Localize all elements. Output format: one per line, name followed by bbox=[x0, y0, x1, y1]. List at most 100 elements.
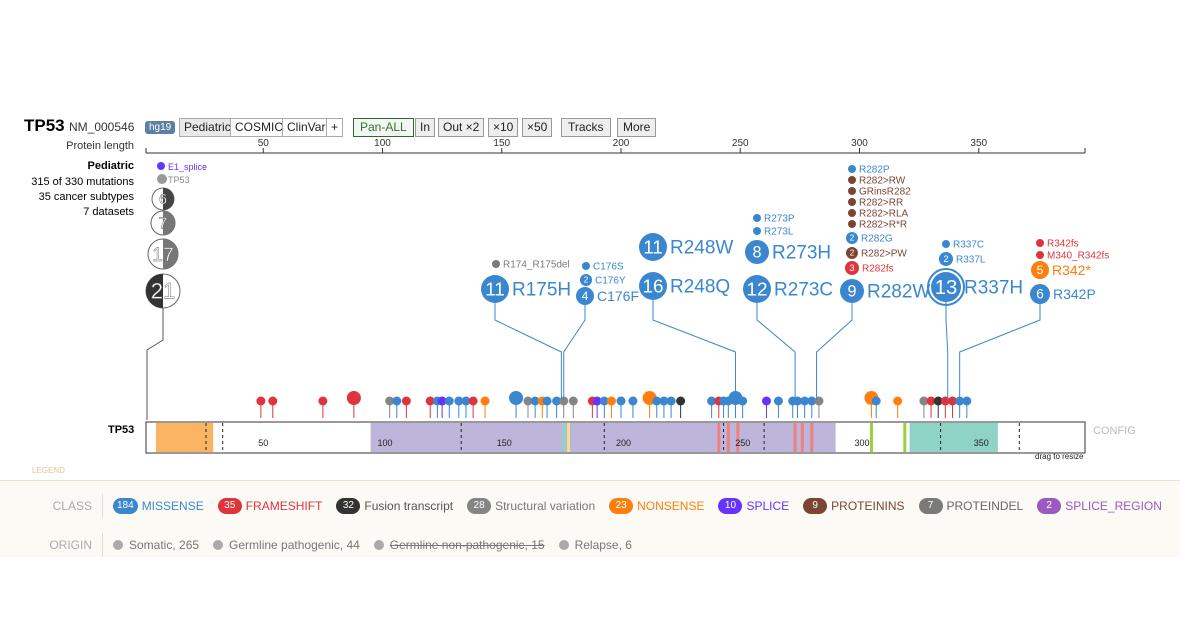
mutation-label[interactable]: R282>R*R bbox=[859, 220, 907, 231]
mutation-label[interactable]: GRinsR282 bbox=[859, 187, 911, 198]
mutation-disc[interactable] bbox=[942, 240, 950, 248]
mutation-label[interactable]: R282P bbox=[859, 165, 890, 176]
mutation-disc[interactable] bbox=[639, 272, 667, 300]
mutation-dot[interactable] bbox=[893, 396, 903, 406]
mutation-label[interactable]: C176F bbox=[597, 288, 639, 304]
mutation-dot[interactable] bbox=[268, 396, 278, 406]
mutation-dot[interactable] bbox=[523, 396, 533, 406]
mutation-label[interactable]: R282G bbox=[861, 234, 893, 245]
mutation-disc[interactable] bbox=[848, 198, 856, 206]
mutation-dot[interactable] bbox=[401, 396, 411, 406]
mutation-dot[interactable] bbox=[461, 396, 471, 406]
mutation-label[interactable]: C176S bbox=[593, 262, 624, 273]
legend-class-proteinins[interactable]: 9 PROTEININS bbox=[803, 498, 905, 514]
mutation-dot[interactable] bbox=[926, 396, 936, 406]
mutation-dot[interactable] bbox=[592, 396, 602, 406]
mutation-dot[interactable] bbox=[773, 396, 783, 406]
legend-class-nonsense[interactable]: 23 NONSENSE bbox=[609, 498, 704, 514]
mutation-dot[interactable] bbox=[509, 391, 524, 405]
mutation-disc[interactable] bbox=[1036, 251, 1044, 259]
legend-origin[interactable]: Germline pathogenic, 44 bbox=[213, 538, 360, 552]
mutation-disc[interactable] bbox=[931, 272, 961, 302]
mutation-label[interactable]: R282fs bbox=[862, 264, 894, 275]
more-button[interactable]: More bbox=[617, 118, 657, 137]
resize-handle[interactable]: drag to resize bbox=[1035, 452, 1084, 461]
legend-class-fusion[interactable]: 32 Fusion transcript bbox=[336, 498, 453, 514]
mutation-dot[interactable] bbox=[542, 396, 552, 406]
legend-class-splice_region[interactable]: 2 SPLICE_REGION bbox=[1037, 498, 1162, 514]
mutation-dot[interactable] bbox=[962, 396, 972, 406]
legend-class-missense[interactable]: 184 MISSENSE bbox=[113, 498, 204, 514]
mutation-dot[interactable] bbox=[807, 396, 817, 406]
mutation-disc[interactable] bbox=[848, 209, 856, 217]
mutation-dot[interactable] bbox=[552, 396, 562, 406]
config-button[interactable]: CONFIG bbox=[1093, 425, 1136, 437]
mutation-dot[interactable] bbox=[437, 396, 447, 406]
mutation-dot[interactable] bbox=[346, 391, 361, 405]
mutation-label[interactable]: R342P bbox=[1053, 286, 1096, 302]
legend-class-proteindel[interactable]: 7 PROTEINDEL bbox=[918, 498, 1023, 514]
panall-button[interactable]: Pan-ALL bbox=[353, 118, 414, 137]
track-title[interactable]: Pediatric bbox=[87, 160, 134, 172]
mutation-disc[interactable] bbox=[639, 233, 667, 261]
mutation-dot[interactable] bbox=[530, 396, 540, 406]
mutation-disc[interactable] bbox=[848, 187, 856, 195]
mutation-disc[interactable] bbox=[576, 287, 594, 305]
mutation-disc[interactable] bbox=[845, 261, 859, 275]
legend-class-frameshift[interactable]: 35 FRAMESHIFT bbox=[217, 498, 322, 514]
mutation-disc[interactable] bbox=[753, 227, 761, 235]
mutation-disc[interactable] bbox=[743, 275, 771, 303]
legend-class-splice[interactable]: 10 SPLICE bbox=[718, 498, 789, 514]
mutation-label[interactable]: R175H bbox=[512, 280, 571, 301]
legend-origin[interactable]: Relapse, 6 bbox=[558, 538, 632, 552]
mutation-label[interactable]: R337C bbox=[953, 240, 984, 251]
mutation-disc[interactable] bbox=[753, 214, 761, 222]
mutation-label[interactable]: R248Q bbox=[670, 277, 730, 298]
mutation-label[interactable]: R282>PW bbox=[861, 249, 907, 260]
mutation-disc[interactable] bbox=[745, 240, 769, 264]
mutation-dot[interactable] bbox=[666, 396, 676, 406]
mutation-label[interactable]: R342fs bbox=[1047, 239, 1079, 250]
mutation-disc[interactable] bbox=[481, 275, 509, 303]
zoom-out-button[interactable]: Out ×2 bbox=[438, 118, 485, 137]
mutation-dot[interactable] bbox=[599, 396, 609, 406]
mutation-disc[interactable] bbox=[1030, 284, 1050, 304]
mutation-dot[interactable] bbox=[444, 396, 454, 406]
mutation-label[interactable]: R273C bbox=[774, 280, 833, 301]
mutation-dot[interactable] bbox=[800, 396, 810, 406]
mutation-label[interactable]: M340_R342fs bbox=[1047, 251, 1109, 262]
mutation-label[interactable]: R273L bbox=[764, 227, 794, 238]
mutation-dot[interactable] bbox=[919, 396, 929, 406]
legend-class-sv[interactable]: 28 Structural variation bbox=[467, 498, 595, 514]
mutation-label[interactable]: TP53 bbox=[168, 175, 190, 185]
legend-origin[interactable]: Germline non-pathogenic, 15 bbox=[373, 538, 545, 552]
isoform[interactable]: NM_000546 bbox=[69, 120, 135, 134]
mutation-disc[interactable] bbox=[1031, 261, 1049, 279]
mutation-disc[interactable] bbox=[492, 260, 500, 268]
mutation-dot[interactable] bbox=[568, 396, 578, 406]
mutation-label[interactable]: R282>RR bbox=[859, 198, 903, 209]
mutation-dot[interactable] bbox=[955, 396, 965, 406]
mutation-dot[interactable] bbox=[468, 396, 478, 406]
mutation-disc[interactable] bbox=[848, 220, 856, 228]
mutation-dot[interactable] bbox=[676, 396, 686, 406]
mutation-dot[interactable] bbox=[948, 396, 958, 406]
mutation-label[interactable]: R342* bbox=[1052, 262, 1091, 278]
source-clinvar[interactable]: ClinVar bbox=[282, 118, 331, 137]
zoom-out-10-button[interactable]: ×10 bbox=[488, 118, 519, 137]
mutation-dot[interactable] bbox=[871, 396, 881, 406]
mutation-dot[interactable] bbox=[738, 396, 748, 406]
legend-origin[interactable]: Somatic, 265 bbox=[113, 538, 199, 552]
mutation-label[interactable]: R282>RW bbox=[859, 176, 906, 187]
mutation-disc[interactable] bbox=[1036, 239, 1044, 247]
mutation-dot[interactable] bbox=[616, 396, 626, 406]
mutation-label[interactable]: R337H bbox=[964, 278, 1023, 299]
mutation-disc[interactable] bbox=[582, 262, 590, 270]
mutation-dot[interactable] bbox=[814, 396, 824, 406]
zoom-in-button[interactable]: In bbox=[415, 118, 436, 137]
mutation-label[interactable]: E1_splice bbox=[168, 162, 207, 172]
mutation-dot[interactable] bbox=[707, 396, 717, 406]
mutation-dot[interactable] bbox=[425, 396, 435, 406]
mutation-label[interactable]: R273P bbox=[764, 214, 795, 225]
zoom-out-50-button[interactable]: ×50 bbox=[522, 118, 553, 137]
